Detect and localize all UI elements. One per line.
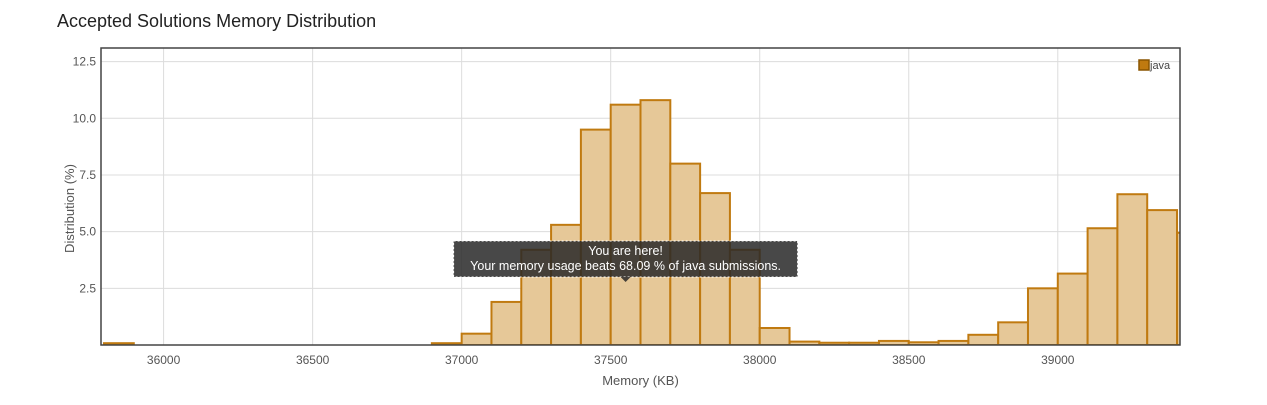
tooltip-line-2: Your memory usage beats 68.09 % of java … <box>470 259 781 273</box>
tooltip-line-1: You are here! <box>588 244 663 258</box>
histogram-bar[interactable] <box>758 326 791 345</box>
you-are-here-tooltip: You are here! Your memory usage beats 68… <box>453 240 799 282</box>
histogram-bar[interactable] <box>579 128 612 345</box>
plot-frame <box>100 47 1181 346</box>
histogram-bar[interactable] <box>609 103 642 345</box>
histogram-bar[interactable] <box>967 333 1000 345</box>
y-tick-label: 12.5 <box>73 55 97 69</box>
x-tick-label: 37500 <box>594 353 628 367</box>
histogram-bar[interactable] <box>1116 193 1149 345</box>
x-tick-label: 39000 <box>1041 353 1075 367</box>
x-tick-label: 37000 <box>445 353 479 367</box>
x-axis-label: Memory (KB) <box>602 373 679 388</box>
legend-swatch-java <box>1138 59 1150 71</box>
chart-title: Accepted Solutions Memory Distribution <box>57 11 377 31</box>
legend-label-java: java <box>1149 60 1171 72</box>
histogram-bar[interactable] <box>1056 272 1089 345</box>
x-tick-label: 36000 <box>147 353 181 367</box>
histogram-bars[interactable] <box>102 99 1207 345</box>
tooltip-background <box>453 240 799 278</box>
tooltip-arrow-icon <box>620 277 631 282</box>
histogram-bar[interactable] <box>1086 227 1119 345</box>
histogram-bar[interactable] <box>639 99 672 345</box>
histogram-bar[interactable] <box>1176 231 1207 345</box>
legend[interactable]: java <box>1138 59 1171 72</box>
x-tick-label: 38500 <box>892 353 926 367</box>
axis-ticks: 36000 36500 37000 37500 38000 38500 39000 2.5 5.… <box>73 55 1075 367</box>
y-axis-label: Distribution (%) <box>62 164 77 253</box>
y-tick-label: 5.0 <box>79 225 96 239</box>
y-tick-label: 2.5 <box>79 281 96 295</box>
histogram-bar[interactable] <box>1146 209 1179 345</box>
x-tick-label: 36500 <box>296 353 330 367</box>
histogram-bar[interactable] <box>997 321 1029 345</box>
y-tick-label: 10.0 <box>73 111 97 125</box>
histogram-bar[interactable] <box>490 300 523 345</box>
histogram-bar[interactable] <box>460 332 493 345</box>
x-tick-label: 38000 <box>743 353 777 367</box>
histogram-bar[interactable] <box>1026 287 1059 345</box>
y-tick-label: 7.5 <box>79 168 96 182</box>
